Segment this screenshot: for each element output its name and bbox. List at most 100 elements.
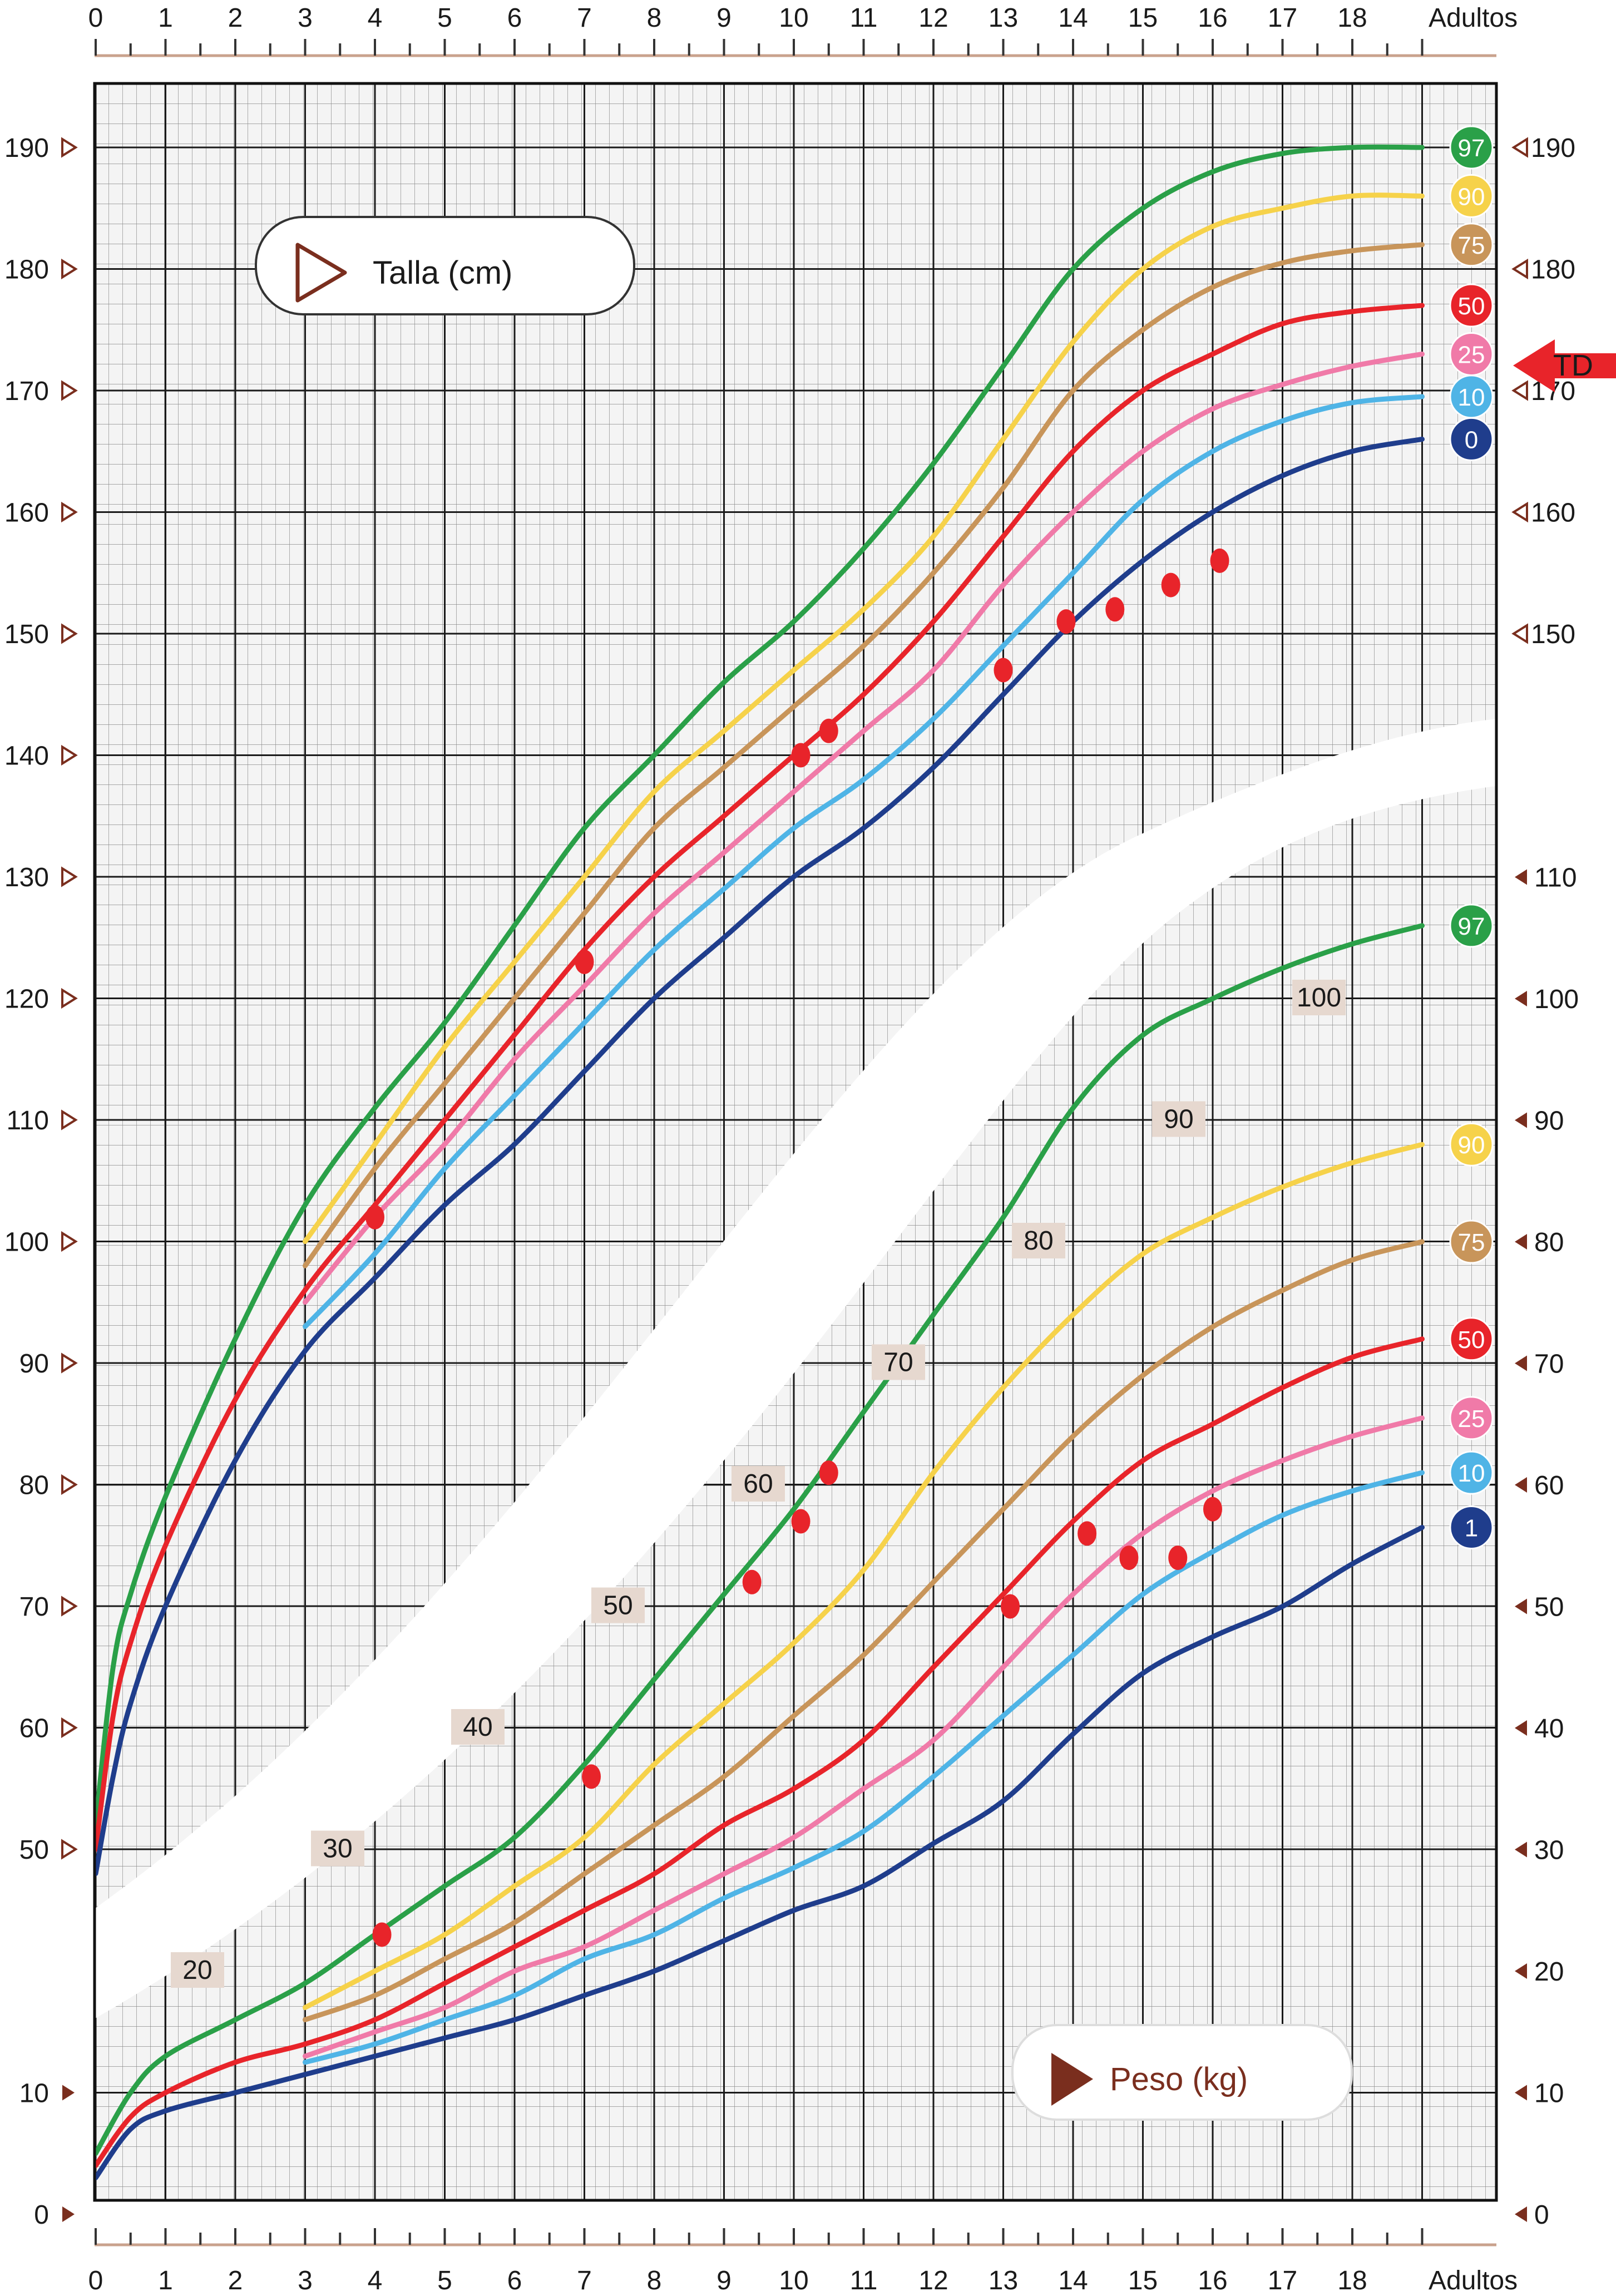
diagonal-label: 20 [182, 1956, 212, 1985]
x-tick-label: 17 [1268, 2266, 1297, 2295]
height-curve-p0 [95, 436, 1425, 1877]
x-tick-label: 1 [158, 2266, 173, 2295]
x-tick-label: 12 [918, 3, 948, 33]
diagonal-label: 60 [743, 1469, 773, 1499]
y-tick-label-left: 120 [4, 985, 49, 1014]
weight-curve-p50 [95, 1336, 1425, 2169]
y-tick-label-right: 100 [1534, 985, 1579, 1014]
weight-curves [95, 923, 1425, 2180]
weight-patient-point [582, 1764, 601, 1789]
y-tick-label-right: 0 [1534, 2200, 1549, 2230]
tick-triangle-icon [61, 1717, 78, 1739]
height-patient-point [791, 743, 811, 768]
y-tick-label-right: 60 [1534, 1471, 1564, 1500]
height-percentile-badge [1449, 125, 1494, 170]
diagonal-label-box [872, 1344, 925, 1380]
ruler-top [95, 39, 1496, 57]
y-tick-label-right: 50 [1534, 1593, 1564, 1622]
diagonal-label-box [451, 1709, 505, 1745]
x-tick-label: 9 [716, 3, 732, 33]
y-tick-label-right: 190 [1531, 134, 1575, 163]
weight-patient-point [1119, 1546, 1139, 1571]
ruler-bottom [95, 2228, 1496, 2246]
weight-curve-p1 [95, 1524, 1425, 2180]
tick-triangle-filled-icon [1515, 1841, 1527, 1858]
y-tick-label-right: 20 [1534, 1957, 1564, 1987]
target-label: TD [1553, 349, 1593, 382]
y-tick-label-left: 140 [4, 742, 49, 771]
weight-curve-p25 [303, 1415, 1425, 2059]
tick-triangle-filled-icon [1515, 2085, 1527, 2101]
height-percentile-badge-label: 0 [1465, 426, 1478, 453]
diagonal-label-box [1292, 980, 1346, 1015]
weight-percentile-badge-label: 25 [1458, 1405, 1485, 1433]
weight-percentile-badge-label: 50 [1458, 1326, 1485, 1354]
x-tick-label: 14 [1058, 3, 1088, 33]
x-tick-label: Adultos [1429, 2266, 1518, 2295]
diagonal-label: 40 [463, 1712, 492, 1742]
x-tick-label: 8 [647, 2266, 662, 2295]
tick-triangle-filled-icon [1515, 1963, 1527, 1979]
x-tick-label: 4 [368, 2266, 383, 2295]
x-tick-label: 18 [1337, 3, 1367, 33]
y-tick-label-left: 180 [4, 255, 49, 285]
x-tick-label: 1 [158, 3, 173, 33]
height-patient-point [1210, 548, 1229, 573]
weight-percentile-badges: 97 90 75 50 25 10 1 [1449, 903, 1494, 1549]
tick-triangle-filled-icon [1515, 1720, 1527, 1736]
y-ticks-left: 5060708090100110120130140150160170180190… [4, 134, 78, 2230]
x-tick-label: 16 [1198, 2266, 1227, 2295]
tick-triangle-filled-icon [62, 2085, 75, 2101]
y-tick-label-right: 160 [1531, 498, 1575, 528]
x-tick-label: 6 [507, 2266, 522, 2295]
x-tick-label: 7 [577, 3, 592, 33]
y-tick-label-left: 70 [19, 1592, 49, 1622]
y-tick-label-left: 90 [19, 1349, 49, 1379]
y-tick-label-right: 180 [1531, 255, 1575, 285]
talla-label: Talla (cm) [373, 255, 512, 291]
tick-triangle-icon [61, 137, 78, 158]
x-ticks-bottom: 0 1 2 3 4 5 6 7 8 9 10 11 12 13 14 15 16 17 18 Adultos [88, 2266, 1518, 2295]
tick-triangle-filled-icon [1515, 2206, 1527, 2222]
x-tick-label: 2 [228, 3, 243, 33]
height-patient-point [365, 1204, 384, 1230]
diagonal-label: 70 [883, 1348, 913, 1377]
grid-area [95, 83, 1496, 2200]
y-tick-label-left: 160 [4, 498, 49, 528]
height-patient-point [1161, 572, 1180, 598]
weight-percentile-badge [1449, 1317, 1494, 1361]
weight-patient-point [791, 1509, 811, 1534]
tick-triangle-icon [61, 1352, 78, 1374]
x-tick-label: 11 [850, 2266, 878, 2295]
height-percentile-badge-label: 97 [1458, 135, 1485, 162]
diagonal-label: 80 [1024, 1226, 1053, 1256]
tick-triangle-icon [61, 987, 78, 1009]
diagonal-label: 30 [323, 1834, 352, 1864]
x-tick-label: 10 [779, 3, 808, 33]
tick-triangle-icon [1511, 258, 1528, 280]
height-patient-point [575, 949, 594, 974]
tick-triangle-icon [1511, 623, 1528, 644]
diagonal-label-box [732, 1466, 785, 1502]
x-ticks-top: 0 1 2 3 4 5 6 7 8 9 10 11 12 13 14 15 16 17 18 Adultos [88, 3, 1518, 33]
white-divider-band [95, 719, 1496, 2019]
height-percentile-badge-label: 90 [1458, 183, 1485, 210]
weight-patient-point [372, 1922, 392, 1947]
tick-triangle-filled-icon [1515, 1112, 1527, 1128]
weight-percentile-badge-label: 75 [1458, 1229, 1485, 1256]
height-percentile-badge [1449, 174, 1494, 218]
height-patient-point [819, 718, 838, 743]
height-percentile-badge-label: 25 [1458, 341, 1485, 368]
tick-triangle-icon [61, 1839, 78, 1860]
tick-triangle-icon [61, 744, 78, 766]
weight-percentile-badge [1449, 1505, 1494, 1549]
weight-patient-points [372, 1460, 1222, 1947]
y-tick-label-right: 90 [1534, 1107, 1564, 1136]
height-curve-p97 [95, 144, 1425, 1828]
diagonal-label-box [591, 1587, 645, 1623]
chart-frame [93, 82, 1498, 2202]
tick-triangle-icon [61, 1231, 78, 1252]
y-tick-label-right: 110 [1534, 863, 1577, 893]
weight-percentile-badge [1449, 1219, 1494, 1264]
